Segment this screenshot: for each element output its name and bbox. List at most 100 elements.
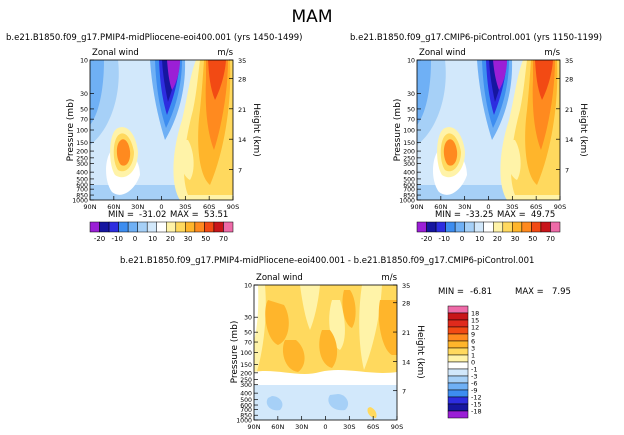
colorbar-label: 70 (219, 235, 228, 243)
colorbar-swatch (127, 221, 138, 233)
y2-tick-label: 7 (402, 388, 406, 396)
panel-3-orange-3 (319, 330, 338, 368)
colorbar-swatch (426, 221, 437, 233)
colorbar-swatch (447, 319, 469, 328)
y2-tick-label: 7 (565, 167, 569, 175)
panel-2-y2label: Height (km) (578, 103, 588, 157)
panel-3-north-white (254, 285, 259, 340)
x-tick-label: 60N (271, 423, 284, 431)
x-tick-label: 90S (554, 203, 566, 211)
panel-2-units: m/s (544, 48, 560, 58)
y-tick-label: 400 (240, 391, 252, 398)
panel-1-title: b.e21.B1850.f09_g17.PMIP4-midPliocene-eo… (6, 33, 302, 43)
y2-tick-label: 14 (402, 358, 410, 366)
panel-3-min-label: MIN = (438, 287, 464, 297)
panel-3: b.e21.B1850.f09_g17.PMIP4-midPliocene-eo… (120, 256, 571, 431)
panel-3-blue-patch-2 (266, 396, 283, 411)
colorbar-label: -18 (471, 408, 482, 416)
colorbar-label: 3 (471, 345, 475, 353)
y2-tick-label: 35 (238, 57, 246, 65)
panel-3-axes: 90N 60N 30N 0 30S 60S 90S103050701001502002503… (236, 282, 410, 431)
colorbar-label: -10 (112, 235, 123, 243)
panel-3-min-value: -6.81 (470, 287, 492, 297)
panel-2-axes: 90N 60N 30N 0 30S 60S 90S103050701001502002503… (399, 57, 573, 211)
colorbar-swatch (447, 410, 469, 419)
y2-tick-label: 35 (565, 57, 573, 65)
x-tick-label: 90S (391, 423, 403, 431)
panel-2-max-label: MAX = (497, 210, 526, 220)
y-tick-label: 200 (403, 149, 415, 156)
panel-1-sh-lower-jet (178, 140, 194, 180)
panel-3-surface-yellow (367, 407, 377, 418)
colorbar-label: -3 (471, 373, 477, 381)
y-tick-label: 250 (240, 377, 252, 384)
y-tick-label: 500 (403, 176, 415, 183)
panel-3-sh-pale (359, 285, 382, 370)
colorbar-swatch (89, 221, 100, 233)
y-tick-label: 700 (240, 407, 252, 414)
y-tick-label: 1000 (399, 198, 415, 205)
colorbar-label: 15 (471, 317, 479, 325)
y-tick-label: 600 (240, 403, 252, 410)
panel-2-contours (417, 60, 560, 200)
x-tick-label: 30N (131, 203, 144, 211)
colorbar-label: 50 (201, 235, 210, 243)
y-tick-label: 150 (240, 362, 252, 369)
colorbar-label: -10 (439, 235, 450, 243)
x-tick-label: 90S (227, 203, 239, 211)
colorbar-label: 18 (471, 310, 479, 318)
panel-1-nh-jet-core (116, 139, 131, 166)
colorbar-label: 50 (528, 235, 537, 243)
colorbar-swatch (435, 221, 446, 233)
colorbar-swatch (447, 403, 469, 412)
x-tick-label: 60S (367, 423, 379, 431)
y-tick-label: 250 (403, 155, 415, 162)
y-tick-label: 700 (403, 187, 415, 194)
y2-tick-label: 35 (402, 282, 410, 290)
y-tick-label: 10 (407, 58, 415, 65)
colorbar-swatch (464, 221, 475, 233)
y-tick-label: 300 (403, 161, 415, 168)
y2-tick-label: 28 (238, 75, 246, 83)
colorbar-swatch (447, 340, 469, 349)
panel-1-min-label: MIN = (108, 210, 134, 220)
colorbar-swatch (502, 221, 513, 233)
y-tick-label: 850 (403, 193, 415, 200)
y-tick-label: 150 (403, 140, 415, 147)
x-tick-label: 0 (159, 203, 163, 211)
y-tick-label: 600 (403, 182, 415, 189)
panel-3-units: m/s (381, 273, 397, 283)
panel-1-contours (90, 60, 233, 200)
y2-tick-label: 14 (238, 136, 246, 144)
panel-3-orange-2 (282, 340, 305, 372)
colorbar-label: 30 (511, 235, 520, 243)
x-tick-label: 30S (179, 203, 191, 211)
panel-2-left-label: Zonal wind (419, 48, 466, 58)
y-tick-label: 30 (244, 315, 252, 322)
colorbar-swatch (223, 221, 234, 233)
y-tick-label: 10 (244, 283, 252, 290)
y-tick-label: 200 (76, 149, 88, 156)
panel-1-left-label: Zonal wind (92, 48, 139, 58)
y-tick-label: 700 (76, 187, 88, 194)
colorbar-swatch (447, 333, 469, 342)
colorbar-swatch (540, 221, 551, 233)
colorbar-swatch (454, 221, 465, 233)
x-tick-label: 30S (506, 203, 518, 211)
panel-3-max-label: MAX = (515, 287, 544, 297)
panel-3-ylabel: Pressure (mb) (230, 321, 240, 384)
colorbar-swatch (194, 221, 205, 233)
y-tick-label: 100 (76, 128, 88, 135)
colorbar-swatch (447, 347, 469, 356)
panel-1-ylabel: Pressure (mb) (66, 99, 76, 162)
colorbar-swatch (447, 305, 469, 314)
panel-2-nh-jet-core (443, 139, 458, 166)
x-tick-label: 30S (343, 423, 355, 431)
y-tick-label: 1000 (72, 198, 88, 205)
colorbar-swatch (447, 361, 469, 370)
panel-2-min-label: MIN = (435, 210, 461, 220)
x-tick-label: 90N (247, 423, 260, 431)
panel-3-max-value: 7.95 (552, 287, 571, 297)
colorbar-label: -20 (421, 235, 432, 243)
